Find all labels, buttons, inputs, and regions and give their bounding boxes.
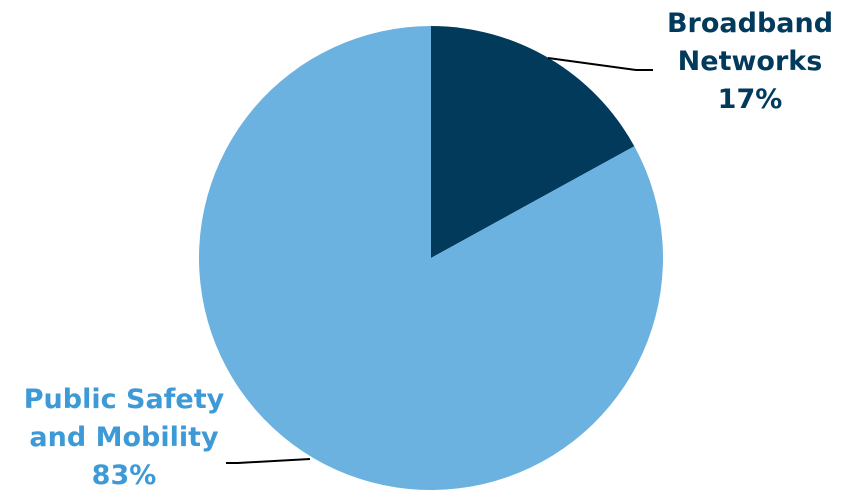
data-label-percent: 83% [92, 460, 157, 491]
data-label-name-line: Broadband [667, 8, 833, 39]
data-label-name-line: and Mobility [29, 422, 219, 453]
data-label-name-line: Networks [678, 46, 823, 77]
data-label-broadband-networks: Broadband Networks 17% [667, 8, 833, 115]
data-label-public-safety-and-mobility: Public Safety and Mobility 83% [24, 384, 225, 491]
data-label-percent: 17% [718, 84, 783, 115]
data-label-name-line: Public Safety [24, 384, 225, 415]
leader-line-public-safety-and-mobility [226, 459, 310, 463]
